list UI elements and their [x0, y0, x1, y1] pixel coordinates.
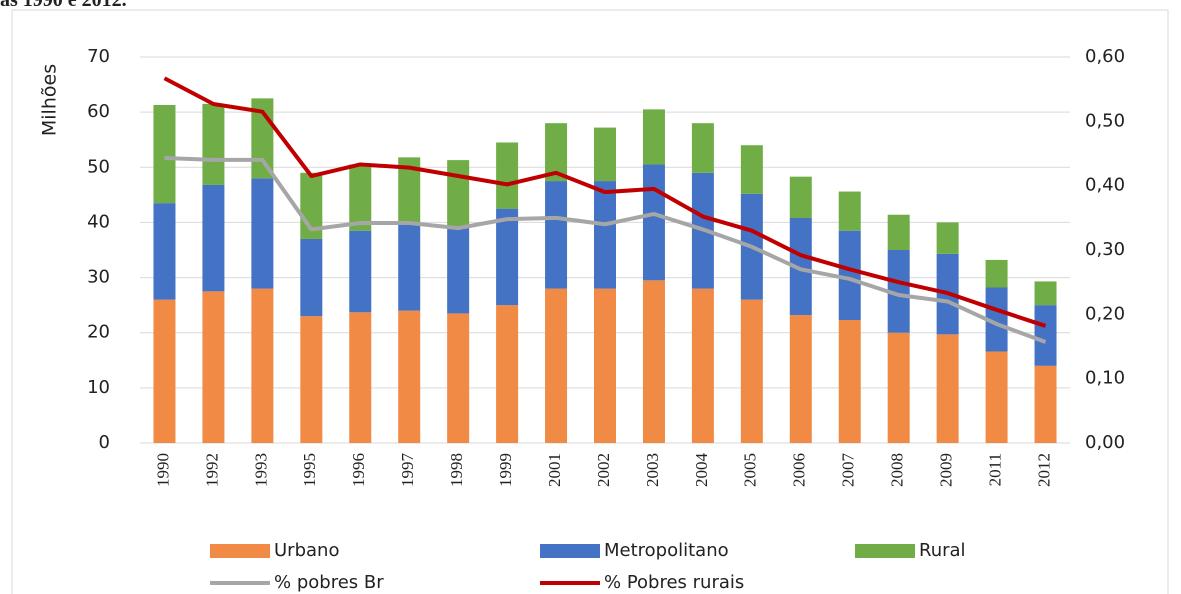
bar	[496, 208, 519, 306]
bar	[838, 320, 861, 443]
y-tick-label: 30	[87, 267, 110, 288]
caption: as 1990 e 2012.	[0, 0, 127, 11]
x-tick-label: 2001	[545, 453, 564, 487]
x-tick-label: 2008	[888, 453, 907, 487]
x-tick-label: 2011	[985, 453, 1004, 486]
y-tick-label: 60	[87, 101, 110, 122]
x-tick-label: 1997	[398, 453, 417, 488]
legend-label: Urbano	[274, 540, 339, 561]
bar	[838, 230, 861, 321]
bar	[642, 164, 665, 281]
x-tick-label: 1996	[349, 453, 368, 487]
legend-swatch	[855, 544, 915, 558]
line-series	[163, 76, 1047, 328]
y-tick-label: 0	[99, 432, 110, 453]
y2-tick-label: 0,00	[1085, 432, 1125, 453]
bar	[594, 288, 616, 443]
x-tick-label: 1990	[153, 453, 172, 487]
bar	[740, 145, 763, 194]
bar	[447, 227, 470, 314]
y2-tick-label: 0,60	[1085, 46, 1125, 67]
bar	[153, 299, 176, 443]
bar	[398, 310, 421, 443]
x-tick-label: 2009	[937, 453, 956, 487]
bar	[202, 103, 225, 185]
bar	[349, 230, 372, 313]
bar	[936, 334, 959, 443]
x-tick-label: 2002	[594, 453, 613, 487]
line-series	[164, 156, 1047, 344]
bar	[447, 313, 470, 443]
bar	[887, 332, 910, 443]
bar	[349, 312, 372, 443]
bar	[594, 127, 616, 182]
legend-swatch	[540, 544, 600, 558]
bar	[789, 218, 812, 316]
bar	[153, 104, 176, 204]
bar	[447, 160, 470, 228]
bar	[985, 287, 1008, 352]
bar	[985, 351, 1008, 443]
bar	[496, 142, 519, 209]
legend-label: Rural	[919, 540, 966, 561]
y2-tick-label: 0,20	[1085, 303, 1125, 324]
x-tick-label: 1995	[300, 453, 319, 487]
x-tick-label: 1999	[496, 453, 515, 487]
bar	[496, 305, 519, 443]
y2-tick-label: 0,50	[1085, 110, 1125, 131]
bar	[251, 178, 274, 289]
bar	[398, 157, 421, 223]
legend-swatch	[210, 544, 270, 558]
x-tick-label: 2003	[643, 453, 662, 487]
bar	[789, 176, 812, 219]
x-tick-label: 2005	[741, 453, 760, 487]
y-tick-label: 70	[87, 46, 110, 67]
bar	[594, 181, 616, 289]
bar	[642, 280, 665, 443]
y-tick-label: 20	[87, 322, 110, 343]
bar	[251, 288, 274, 443]
bar	[936, 222, 959, 254]
bar	[202, 291, 225, 443]
bar	[887, 214, 910, 250]
bar	[887, 250, 910, 333]
bar	[691, 123, 714, 173]
x-tick-label: 2006	[790, 453, 809, 487]
x-tick-label: 1993	[251, 453, 270, 487]
y-axis-label: Milhões	[39, 64, 61, 136]
bar	[1034, 281, 1057, 306]
legend-label: Metropolitano	[604, 540, 729, 561]
bar	[300, 238, 323, 317]
bar	[789, 315, 812, 443]
legend-label: % pobres Br	[274, 572, 384, 593]
x-tick-label: 2007	[839, 453, 858, 488]
bar	[300, 316, 323, 443]
x-tick-label: 1998	[447, 453, 466, 487]
bar	[838, 191, 861, 231]
bar	[202, 184, 225, 292]
bar	[740, 299, 763, 443]
bar	[545, 123, 568, 182]
y2-tick-label: 0,30	[1085, 239, 1125, 260]
bar	[1034, 365, 1057, 443]
bar	[1034, 305, 1057, 366]
bar	[985, 259, 1008, 288]
x-tick-label: 2004	[692, 453, 711, 488]
bar	[691, 288, 714, 443]
bar	[642, 109, 665, 165]
bar	[545, 181, 568, 289]
y2-tick-label: 0,40	[1085, 175, 1125, 196]
y2-tick-label: 0,10	[1085, 368, 1125, 389]
legend-label: % Pobres rurais	[604, 572, 744, 593]
y-tick-label: 10	[87, 377, 110, 398]
x-tick-label: 1992	[202, 453, 221, 487]
y-tick-label: 40	[87, 211, 110, 232]
x-tick-label: 2012	[1034, 453, 1053, 487]
bar	[398, 222, 421, 311]
bar	[349, 164, 372, 231]
y-tick-label: 50	[87, 156, 110, 177]
bar	[545, 288, 568, 443]
bar	[153, 203, 176, 300]
